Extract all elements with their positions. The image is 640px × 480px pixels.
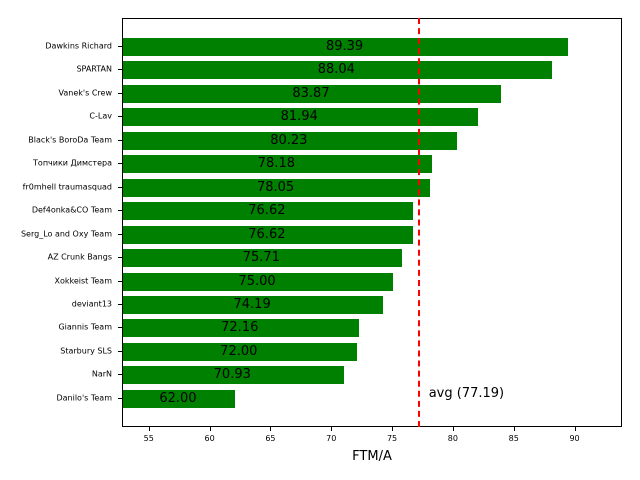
x-tick	[513, 427, 515, 431]
y-tick	[118, 46, 122, 47]
bar	[123, 366, 344, 385]
y-tick-label: Serg_Lo and Oxy Team	[20, 229, 112, 239]
bar-value-label: 75.71	[242, 250, 280, 266]
y-tick-label: Black's BoroDa Team	[28, 135, 112, 145]
y-tick	[118, 186, 122, 188]
y-tick-label: Giannis Team	[58, 322, 112, 332]
bar-value-label: 81.94	[280, 109, 318, 125]
bar-value-label: 78.05	[256, 179, 295, 195]
plot-area	[122, 18, 622, 427]
bar	[123, 38, 569, 56]
x-tick-label: 65	[265, 434, 276, 443]
bar-value-label: 76.62	[248, 226, 286, 242]
bar-value-label: 70.93	[213, 367, 251, 383]
y-tick-label: NarN	[91, 369, 112, 379]
bar	[123, 202, 413, 221]
bar-value-label: 62.00	[159, 390, 197, 406]
x-tick-label: 85	[508, 434, 519, 443]
y-tick-label: SPARTAN	[76, 64, 112, 74]
bar	[123, 249, 402, 268]
x-tick	[209, 427, 211, 431]
y-tick	[118, 327, 122, 329]
y-tick	[118, 397, 122, 399]
x-tick-label: 90	[569, 434, 580, 443]
y-tick-label: Xokkeist Team	[54, 276, 113, 285]
y-tick	[118, 69, 122, 71]
y-tick-label: Starbury SLS	[60, 346, 112, 356]
bar-value-label: 88.04	[317, 62, 355, 78]
y-tick-label: Топчики Димстера	[33, 158, 112, 168]
bar	[123, 131, 457, 150]
average-line	[417, 18, 420, 427]
bar-value-label: 83.87	[292, 85, 330, 101]
y-tick	[118, 303, 122, 305]
y-tick	[118, 233, 122, 235]
x-tick-label: 70	[326, 434, 337, 443]
x-tick-label: 75	[386, 434, 398, 443]
y-tick	[118, 210, 122, 212]
x-tick	[392, 427, 394, 431]
bar	[123, 155, 432, 174]
bar-value-label: 72.00	[220, 343, 258, 359]
bar	[123, 319, 359, 338]
bar	[123, 178, 431, 197]
bar	[123, 272, 394, 291]
bar	[123, 342, 357, 361]
x-axis-label: FTM/A	[352, 449, 392, 464]
bar-value-label: 74.19	[233, 296, 271, 312]
y-tick-label: Vanek's Crew	[58, 88, 112, 98]
y-tick	[118, 163, 122, 165]
bar	[123, 61, 552, 80]
y-tick	[118, 374, 122, 376]
y-tick-label: AZ Crunk Bangs	[47, 252, 112, 262]
bar-value-label: 78.18	[257, 156, 295, 172]
bar	[123, 389, 235, 408]
x-tick-label: 80	[447, 434, 458, 443]
bar	[123, 108, 478, 127]
x-tick	[452, 427, 454, 431]
y-tick	[118, 350, 122, 352]
x-tick-label: 60	[204, 434, 215, 443]
bar	[123, 295, 384, 314]
y-tick	[118, 92, 122, 94]
y-tick-label: Def4onka&CO Team	[31, 205, 112, 215]
y-tick-label: deviant13	[71, 299, 112, 309]
x-tick	[148, 427, 150, 431]
x-tick	[574, 427, 576, 431]
x-tick	[331, 427, 333, 431]
bar-value-label: 72.16	[221, 320, 259, 336]
y-tick	[118, 280, 122, 282]
bar	[123, 225, 413, 244]
y-tick	[118, 116, 122, 118]
y-tick-label: Dawkins Richard	[45, 41, 112, 51]
bar-value-label: 80.23	[270, 132, 308, 148]
bar-value-label: 89.39	[325, 39, 364, 54]
y-tick-label: fr0mhell traumasquad	[22, 182, 112, 192]
y-tick	[118, 257, 122, 259]
bar-value-label: 76.62	[248, 203, 286, 219]
y-tick-label: Danilo's Team	[56, 393, 112, 403]
y-tick-label: C-Lav	[89, 111, 112, 121]
bar	[123, 84, 501, 103]
x-tick	[270, 427, 272, 431]
average-label: avg (77.19)	[428, 386, 505, 401]
y-tick	[118, 139, 122, 141]
x-tick-label: 55	[143, 434, 154, 443]
bar-value-label: 75.00	[238, 273, 276, 289]
